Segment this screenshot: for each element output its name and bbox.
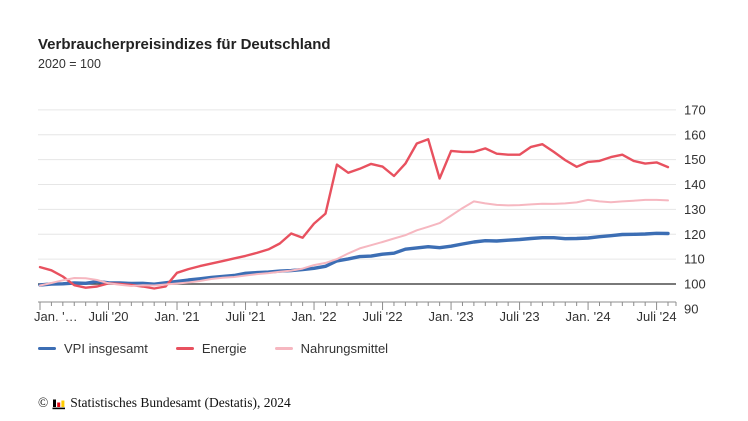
chart-legend: VPI insgesamt Energie Nahrungsmittel — [38, 341, 388, 356]
y-axis-label: 90 — [684, 301, 698, 316]
x-axis-label: Juli '22 — [363, 309, 403, 324]
series-line-energie — [38, 137, 670, 290]
y-axis-label: 110 — [684, 252, 705, 267]
legend-swatch — [175, 346, 194, 351]
y-axis-label: 130 — [684, 202, 706, 217]
legend-swatch — [38, 346, 56, 351]
y-axis-label: 100 — [684, 277, 706, 292]
source-attribution: © Statistisches Bundesamt (Destatis), 20… — [38, 395, 291, 411]
legend-label: Nahrungsmittel — [300, 341, 389, 356]
x-axis-label: Juli '23 — [500, 309, 540, 324]
x-axis-label: Jan. '… — [34, 309, 78, 324]
legend-label: VPI insgesamt — [64, 341, 148, 356]
x-axis-label: Jan. '23 — [428, 309, 473, 324]
copyright-symbol: © — [38, 395, 49, 410]
source-text: Statistisches Bundesamt (Destatis), 2024 — [70, 395, 291, 410]
legend-item-nahrungsmittel[interactable]: Nahrungsmittel — [274, 341, 389, 356]
x-axis-label: Jan. '21 — [154, 309, 199, 324]
legend-swatch — [274, 346, 293, 351]
x-axis-label: Juli '24 — [637, 309, 677, 324]
x-axis-label: Juli '21 — [225, 309, 265, 324]
y-axis-label: 120 — [684, 227, 706, 242]
series-line-vpi-insgesamt — [38, 231, 670, 287]
y-axis-label: 160 — [684, 127, 706, 142]
y-axis-label: 150 — [684, 152, 706, 167]
legend-item-vpi-insgesamt[interactable]: VPI insgesamt — [38, 341, 148, 356]
y-axis-label: 170 — [684, 102, 706, 117]
legend-item-energie[interactable]: Energie — [175, 341, 247, 356]
cpi-line-chart: 90 100 110 120 130 140 150 160 170 Jan. '… Juli '2… — [34, 102, 706, 324]
destatis-logo-icon — [52, 399, 66, 409]
chart-subtitle: 2020 = 100 — [38, 57, 101, 71]
series-line-nahrungsmittel — [39, 198, 669, 287]
page-title: Verbraucherpreisindizes für Deutschland — [38, 36, 331, 53]
x-axis-label: Juli '20 — [88, 309, 128, 324]
legend-label: Energie — [201, 341, 247, 356]
x-axis-label: Jan. '22 — [291, 309, 336, 324]
y-axis-label: 140 — [684, 177, 706, 192]
x-axis-label: Jan. '24 — [566, 309, 611, 324]
